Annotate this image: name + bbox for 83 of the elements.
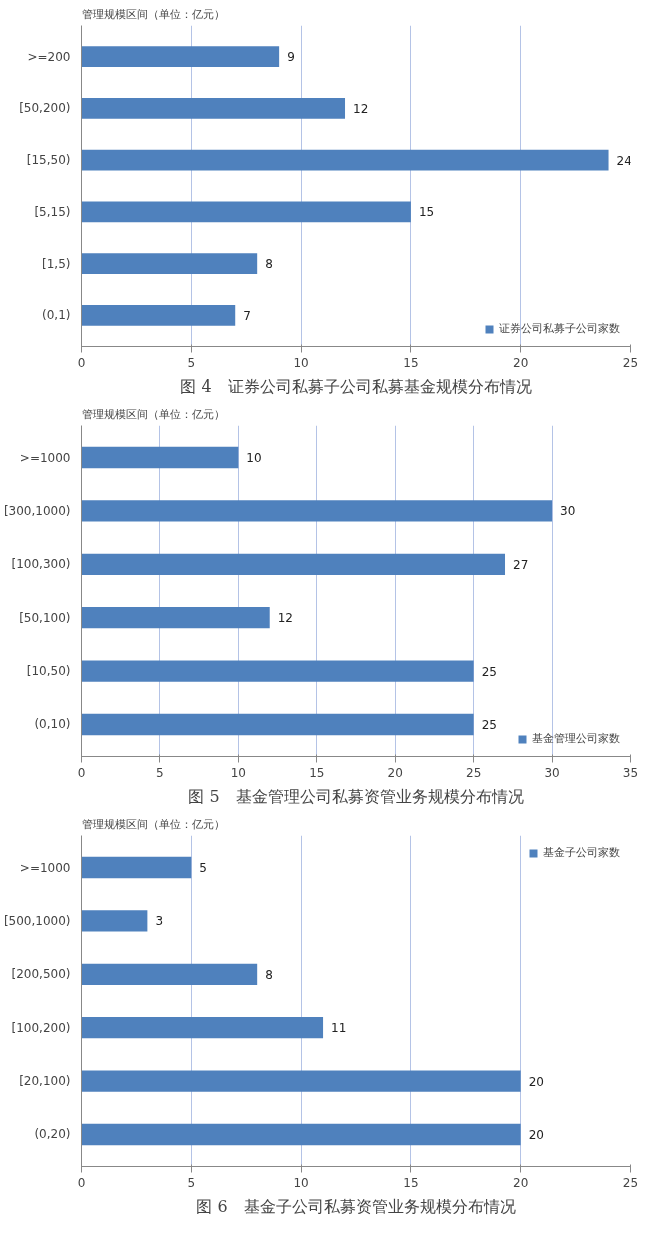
y-tick-label: >=1000 [19, 860, 71, 875]
data-label: 20 [528, 1074, 544, 1089]
y-tick-label: [1,5) [42, 256, 71, 271]
data-label: 5 [199, 861, 207, 876]
bar [81, 446, 239, 469]
bar [81, 607, 270, 629]
x-tick-label: 0 [77, 355, 86, 370]
data-label: 12 [277, 611, 294, 626]
data-label: 7 [243, 308, 251, 323]
y-tick-label: (0,10) [34, 717, 71, 732]
y-tick-label: [300,1000) [3, 503, 71, 518]
x-tick-label: 5 [187, 355, 196, 370]
legend-label: 证券公司私募子公司家数 [499, 321, 620, 336]
bar [81, 856, 192, 879]
y-tick-label: [10,50) [26, 664, 71, 679]
data-label: 3 [155, 914, 164, 929]
y-tick-label: (0,1) [42, 308, 71, 323]
x-tick-label: 15 [403, 1175, 419, 1190]
bar [81, 963, 258, 985]
y-tick-label: [100,300) [11, 557, 71, 572]
bar [81, 553, 506, 575]
data-label: 25 [481, 717, 497, 732]
legend-label: 基金子公司家数 [543, 845, 620, 860]
x-tick-label: 25 [622, 1175, 639, 1190]
bar [81, 305, 236, 326]
text: 图 4 证券公司私募子公司私募基金规模分布情况 [180, 376, 532, 396]
bar [81, 46, 280, 67]
y-axis-title: 管理规模区间（单位：亿元） [81, 407, 225, 421]
y-tick-label: [500,1000) [3, 913, 71, 928]
y-tick-label: [200,500) [11, 967, 71, 982]
data-label: 27 [513, 557, 529, 572]
bar [81, 500, 553, 522]
bar [81, 660, 474, 682]
y-tick-label: [15,50) [26, 153, 71, 168]
bar [81, 149, 609, 171]
y-tick-label: [5,15) [34, 204, 71, 219]
x-tick-label: 10 [230, 765, 246, 780]
y-axis-title: 管理规模区间（单位：亿元） [81, 817, 225, 831]
bar [81, 910, 148, 932]
data-label: 9 [287, 50, 295, 65]
data-label: 10 [246, 451, 262, 466]
x-tick-label: 0 [77, 1175, 86, 1190]
bar [81, 253, 258, 275]
x-tick-label: 15 [309, 765, 325, 780]
bar [81, 201, 411, 223]
text: 图 6 基金子公司私募资管业务规模分布情况 [196, 1196, 516, 1216]
x-tick-label: 0 [77, 765, 86, 780]
bar [81, 1123, 521, 1146]
x-tick-label: 15 [403, 355, 419, 370]
data-label: 20 [528, 1127, 544, 1142]
bar [81, 713, 474, 736]
x-tick-label: 5 [187, 1175, 196, 1190]
data-label: 11 [331, 1021, 347, 1036]
data-label: 24 [616, 153, 632, 168]
y-axis-title: 管理规模区间（单位：亿元） [81, 7, 225, 21]
y-tick-label: >=1000 [19, 450, 71, 465]
y-tick-label: [20,100) [19, 1074, 71, 1089]
data-label: 12 [353, 101, 369, 116]
x-tick-label: 25 [466, 765, 482, 780]
y-tick-label: [50,100) [19, 610, 71, 625]
data-label: 8 [265, 257, 273, 272]
y-tick-label: [50,200) [19, 101, 71, 116]
data-label: 8 [265, 967, 273, 982]
bar [81, 1070, 521, 1092]
x-tick-label: 20 [513, 1175, 529, 1190]
legend-label: 基金管理公司家数 [532, 731, 620, 746]
x-tick-label: 20 [513, 355, 529, 370]
data-label: 15 [418, 205, 435, 220]
x-tick-label: 20 [387, 765, 403, 780]
data-label: 30 [560, 504, 576, 519]
x-tick-label: 10 [293, 1175, 309, 1190]
x-tick-label: 5 [156, 765, 164, 780]
x-tick-label: 30 [544, 765, 560, 780]
data-label: 25 [481, 664, 497, 679]
bar [81, 1017, 324, 1039]
y-tick-label: [100,200) [11, 1020, 71, 1035]
x-tick-label: 25 [622, 355, 639, 370]
bar [81, 97, 346, 119]
x-tick-label: 35 [622, 765, 639, 780]
text: 图 5 基金管理公司私募资管业务规模分布情况 [188, 786, 524, 806]
y-tick-label: >=200 [27, 49, 71, 64]
x-tick-label: 10 [293, 355, 309, 370]
y-tick-label: (0,20) [34, 1127, 71, 1142]
